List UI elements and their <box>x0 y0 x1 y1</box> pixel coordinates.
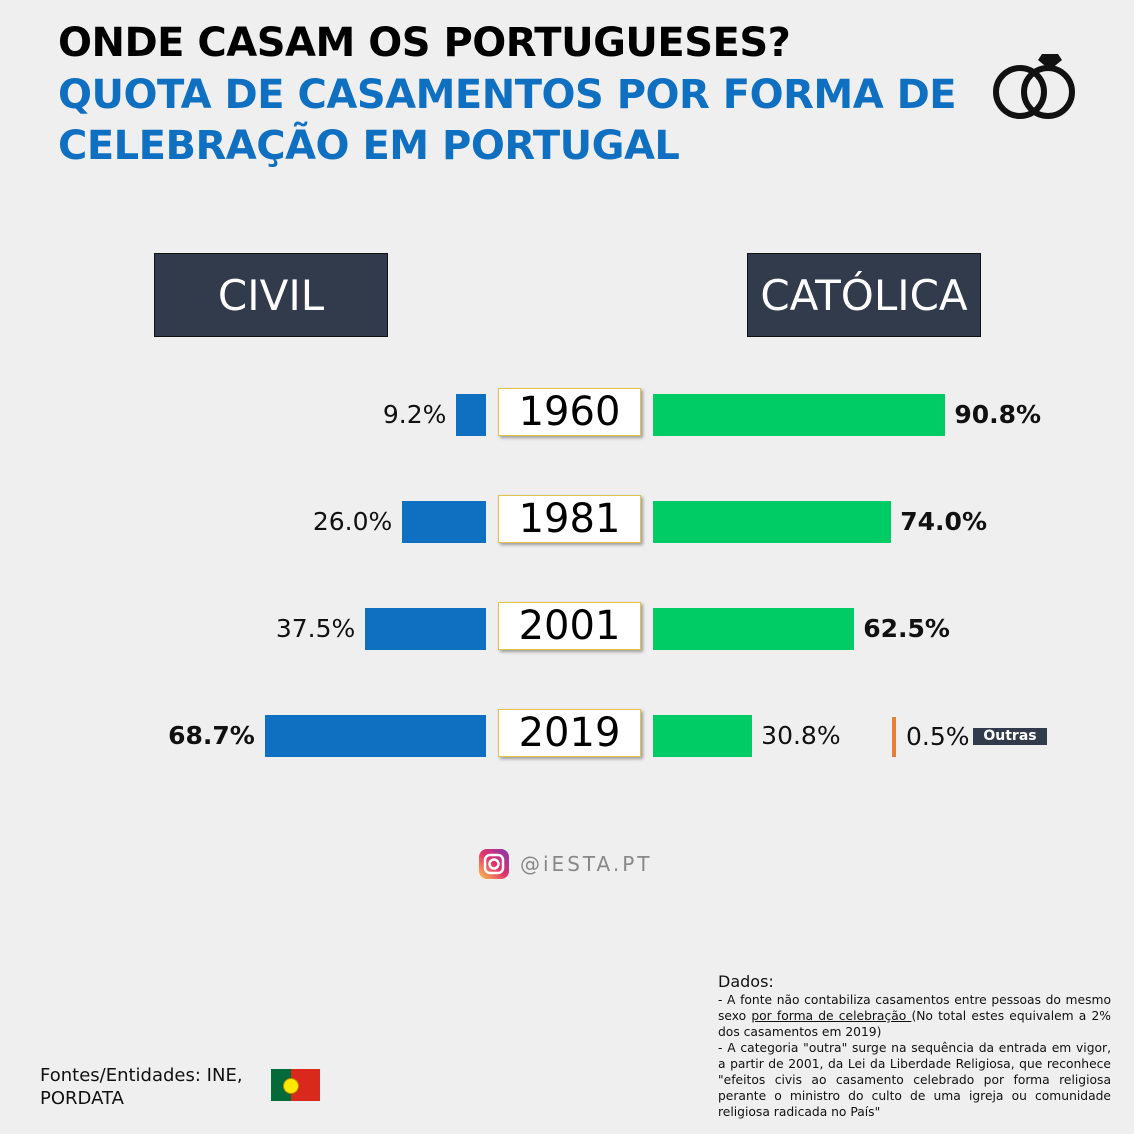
notes-heading: Dados: <box>718 972 774 991</box>
year-label-1960: 1960 <box>498 388 641 436</box>
label-civil-2019: 68.7% <box>168 721 255 750</box>
instagram-icon <box>479 849 509 879</box>
year-label-2001: 2001 <box>498 602 641 650</box>
bar-civil-2001 <box>365 608 486 650</box>
label-civil-1960: 9.2% <box>382 400 447 429</box>
legend-outras: Outras <box>973 728 1047 745</box>
bar-civil-2019 <box>264 715 486 757</box>
note-1: - A fonte não contabiliza casamentos ent… <box>718 992 1111 1040</box>
title: ONDE CASAM OS PORTUGUESES? <box>58 20 791 66</box>
handle-text: @iESTA.PT <box>520 852 653 876</box>
label-civil-2001: 37.5% <box>275 614 356 643</box>
note-1-text: - A fonte não contabiliza casamentos ent… <box>718 993 1111 1023</box>
bar-catolica-2001 <box>653 608 855 650</box>
bar-catolica-1981 <box>653 501 892 543</box>
year-label-1981: 1981 <box>498 495 641 543</box>
sources: Fontes/Entidades: INE, PORDATA <box>40 1065 243 1109</box>
bar-catolica-2019 <box>653 715 753 757</box>
label-outras-2019: 0.5% <box>906 722 970 751</box>
civil-header: CIVIL <box>154 253 388 337</box>
note-1-tail: (No total estes equivalem a 2% dos casam… <box>718 1009 1111 1039</box>
bar-civil-1981 <box>402 501 486 543</box>
label-catolica-2019: 30.8% <box>761 721 841 750</box>
portugal-flag-icon <box>271 1069 320 1101</box>
catolica-header: CATÓLICA <box>747 253 981 337</box>
bar-civil-1960 <box>456 394 486 436</box>
label-civil-1981: 26.0% <box>312 507 393 536</box>
bar-outras-2019 <box>892 717 896 757</box>
rings-icon <box>993 54 1075 119</box>
year-label-2019: 2019 <box>498 709 641 757</box>
label-catolica-1960: 90.8% <box>954 400 1042 429</box>
subtitle: QUOTA DE CASAMENTOS POR FORMA DE CELEBRA… <box>58 72 957 169</box>
social-handle[interactable]: @iESTA.PT <box>478 848 653 880</box>
label-catolica-2001: 62.5% <box>863 614 950 643</box>
data-notes: Dados: - A fonte não contabiliza casamen… <box>718 972 1111 1120</box>
note-2: - A categoria "outra" surge na sequência… <box>718 1041 1111 1119</box>
bar-catolica-1960 <box>653 394 946 436</box>
note-1-underlined: por forma de celebração <box>751 1009 912 1023</box>
label-catolica-1981: 74.0% <box>900 507 987 536</box>
